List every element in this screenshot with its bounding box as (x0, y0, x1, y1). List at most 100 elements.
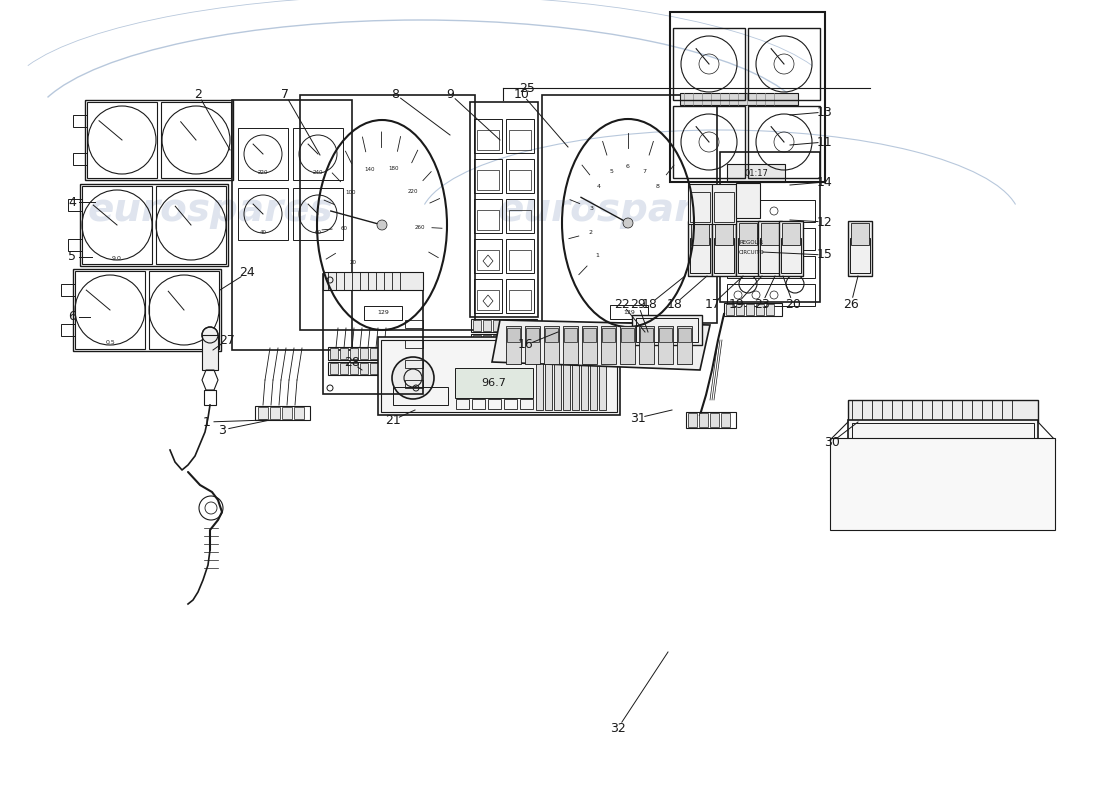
Text: 32: 32 (610, 722, 626, 734)
Bar (563, 342, 570, 410)
Bar (564, 328, 578, 342)
Bar (766, 304, 774, 315)
Bar (760, 238, 780, 273)
Bar (202, 335, 218, 370)
Text: 30: 30 (824, 435, 840, 449)
Text: 180: 180 (388, 166, 399, 171)
Text: 240: 240 (312, 170, 323, 174)
Bar (588, 340, 596, 351)
Bar (568, 325, 576, 336)
Bar (474, 159, 502, 193)
Bar (618, 340, 626, 351)
Text: 3: 3 (590, 206, 593, 210)
Polygon shape (492, 320, 710, 370)
Text: 3: 3 (218, 423, 226, 437)
Bar (583, 328, 596, 342)
Bar (300, 95, 475, 330)
Bar (506, 199, 534, 233)
Bar (727, 284, 815, 306)
Bar (323, 274, 424, 394)
Bar (381, 340, 617, 412)
Text: CIRCUITO: CIRCUITO (739, 250, 764, 254)
Circle shape (377, 220, 387, 230)
Bar (238, 188, 288, 240)
Bar (568, 340, 576, 351)
Text: 21: 21 (385, 414, 400, 426)
Bar (506, 119, 534, 153)
Bar (526, 328, 539, 342)
Text: 19: 19 (729, 298, 745, 310)
Text: 2: 2 (588, 230, 593, 235)
Bar (471, 334, 537, 347)
Text: 4: 4 (597, 184, 601, 189)
Text: 14: 14 (817, 175, 833, 189)
Bar (330, 348, 338, 359)
Bar (82, 186, 152, 264)
Text: 2: 2 (194, 87, 202, 101)
Bar (686, 412, 736, 428)
Bar (323, 272, 424, 290)
Bar (714, 238, 734, 273)
Bar (474, 119, 502, 153)
Bar (736, 183, 760, 218)
Bar (779, 221, 803, 276)
Text: 5: 5 (68, 250, 76, 263)
Bar (73, 269, 221, 351)
Bar (477, 170, 499, 190)
Bar (238, 128, 288, 180)
Bar (370, 363, 378, 374)
Bar (87, 102, 157, 178)
Bar (350, 348, 358, 359)
Bar (73, 153, 87, 165)
Bar (471, 319, 537, 332)
Bar (726, 304, 734, 315)
Bar (639, 326, 654, 364)
Bar (405, 320, 424, 328)
Bar (477, 130, 499, 150)
Bar (522, 320, 531, 331)
Bar (544, 326, 559, 364)
Circle shape (623, 218, 632, 228)
Bar (509, 170, 531, 190)
Bar (748, 106, 820, 178)
Bar (736, 221, 760, 276)
Bar (60, 284, 75, 296)
Bar (522, 335, 531, 346)
Bar (340, 363, 348, 374)
Bar (509, 290, 531, 310)
Bar (727, 164, 785, 182)
Bar (851, 223, 869, 245)
Text: eurospares: eurospares (87, 191, 333, 229)
Bar (598, 325, 606, 336)
Text: 1: 1 (595, 253, 598, 258)
Bar (473, 320, 481, 331)
Bar (68, 239, 82, 251)
Bar (148, 271, 219, 349)
Bar (294, 407, 304, 419)
Text: 60: 60 (315, 230, 321, 234)
Bar (472, 399, 485, 409)
Bar (520, 399, 534, 409)
Text: 0.5: 0.5 (106, 341, 114, 346)
Bar (85, 100, 233, 180)
Text: 27: 27 (219, 334, 235, 346)
Bar (746, 304, 754, 315)
Text: 26: 26 (843, 298, 859, 310)
Text: 28: 28 (344, 357, 360, 370)
Bar (582, 326, 597, 364)
Text: 25: 25 (519, 82, 535, 94)
Bar (470, 102, 538, 317)
Bar (727, 200, 815, 222)
Bar (493, 335, 500, 346)
Bar (588, 325, 596, 336)
Text: 18: 18 (642, 298, 658, 310)
Bar (676, 326, 692, 364)
Bar (503, 335, 512, 346)
Bar (738, 238, 758, 273)
Bar (848, 420, 1038, 510)
Bar (572, 342, 579, 410)
Bar (608, 325, 616, 336)
Text: 20: 20 (785, 298, 801, 310)
Bar (73, 115, 87, 127)
Bar (848, 400, 1038, 422)
